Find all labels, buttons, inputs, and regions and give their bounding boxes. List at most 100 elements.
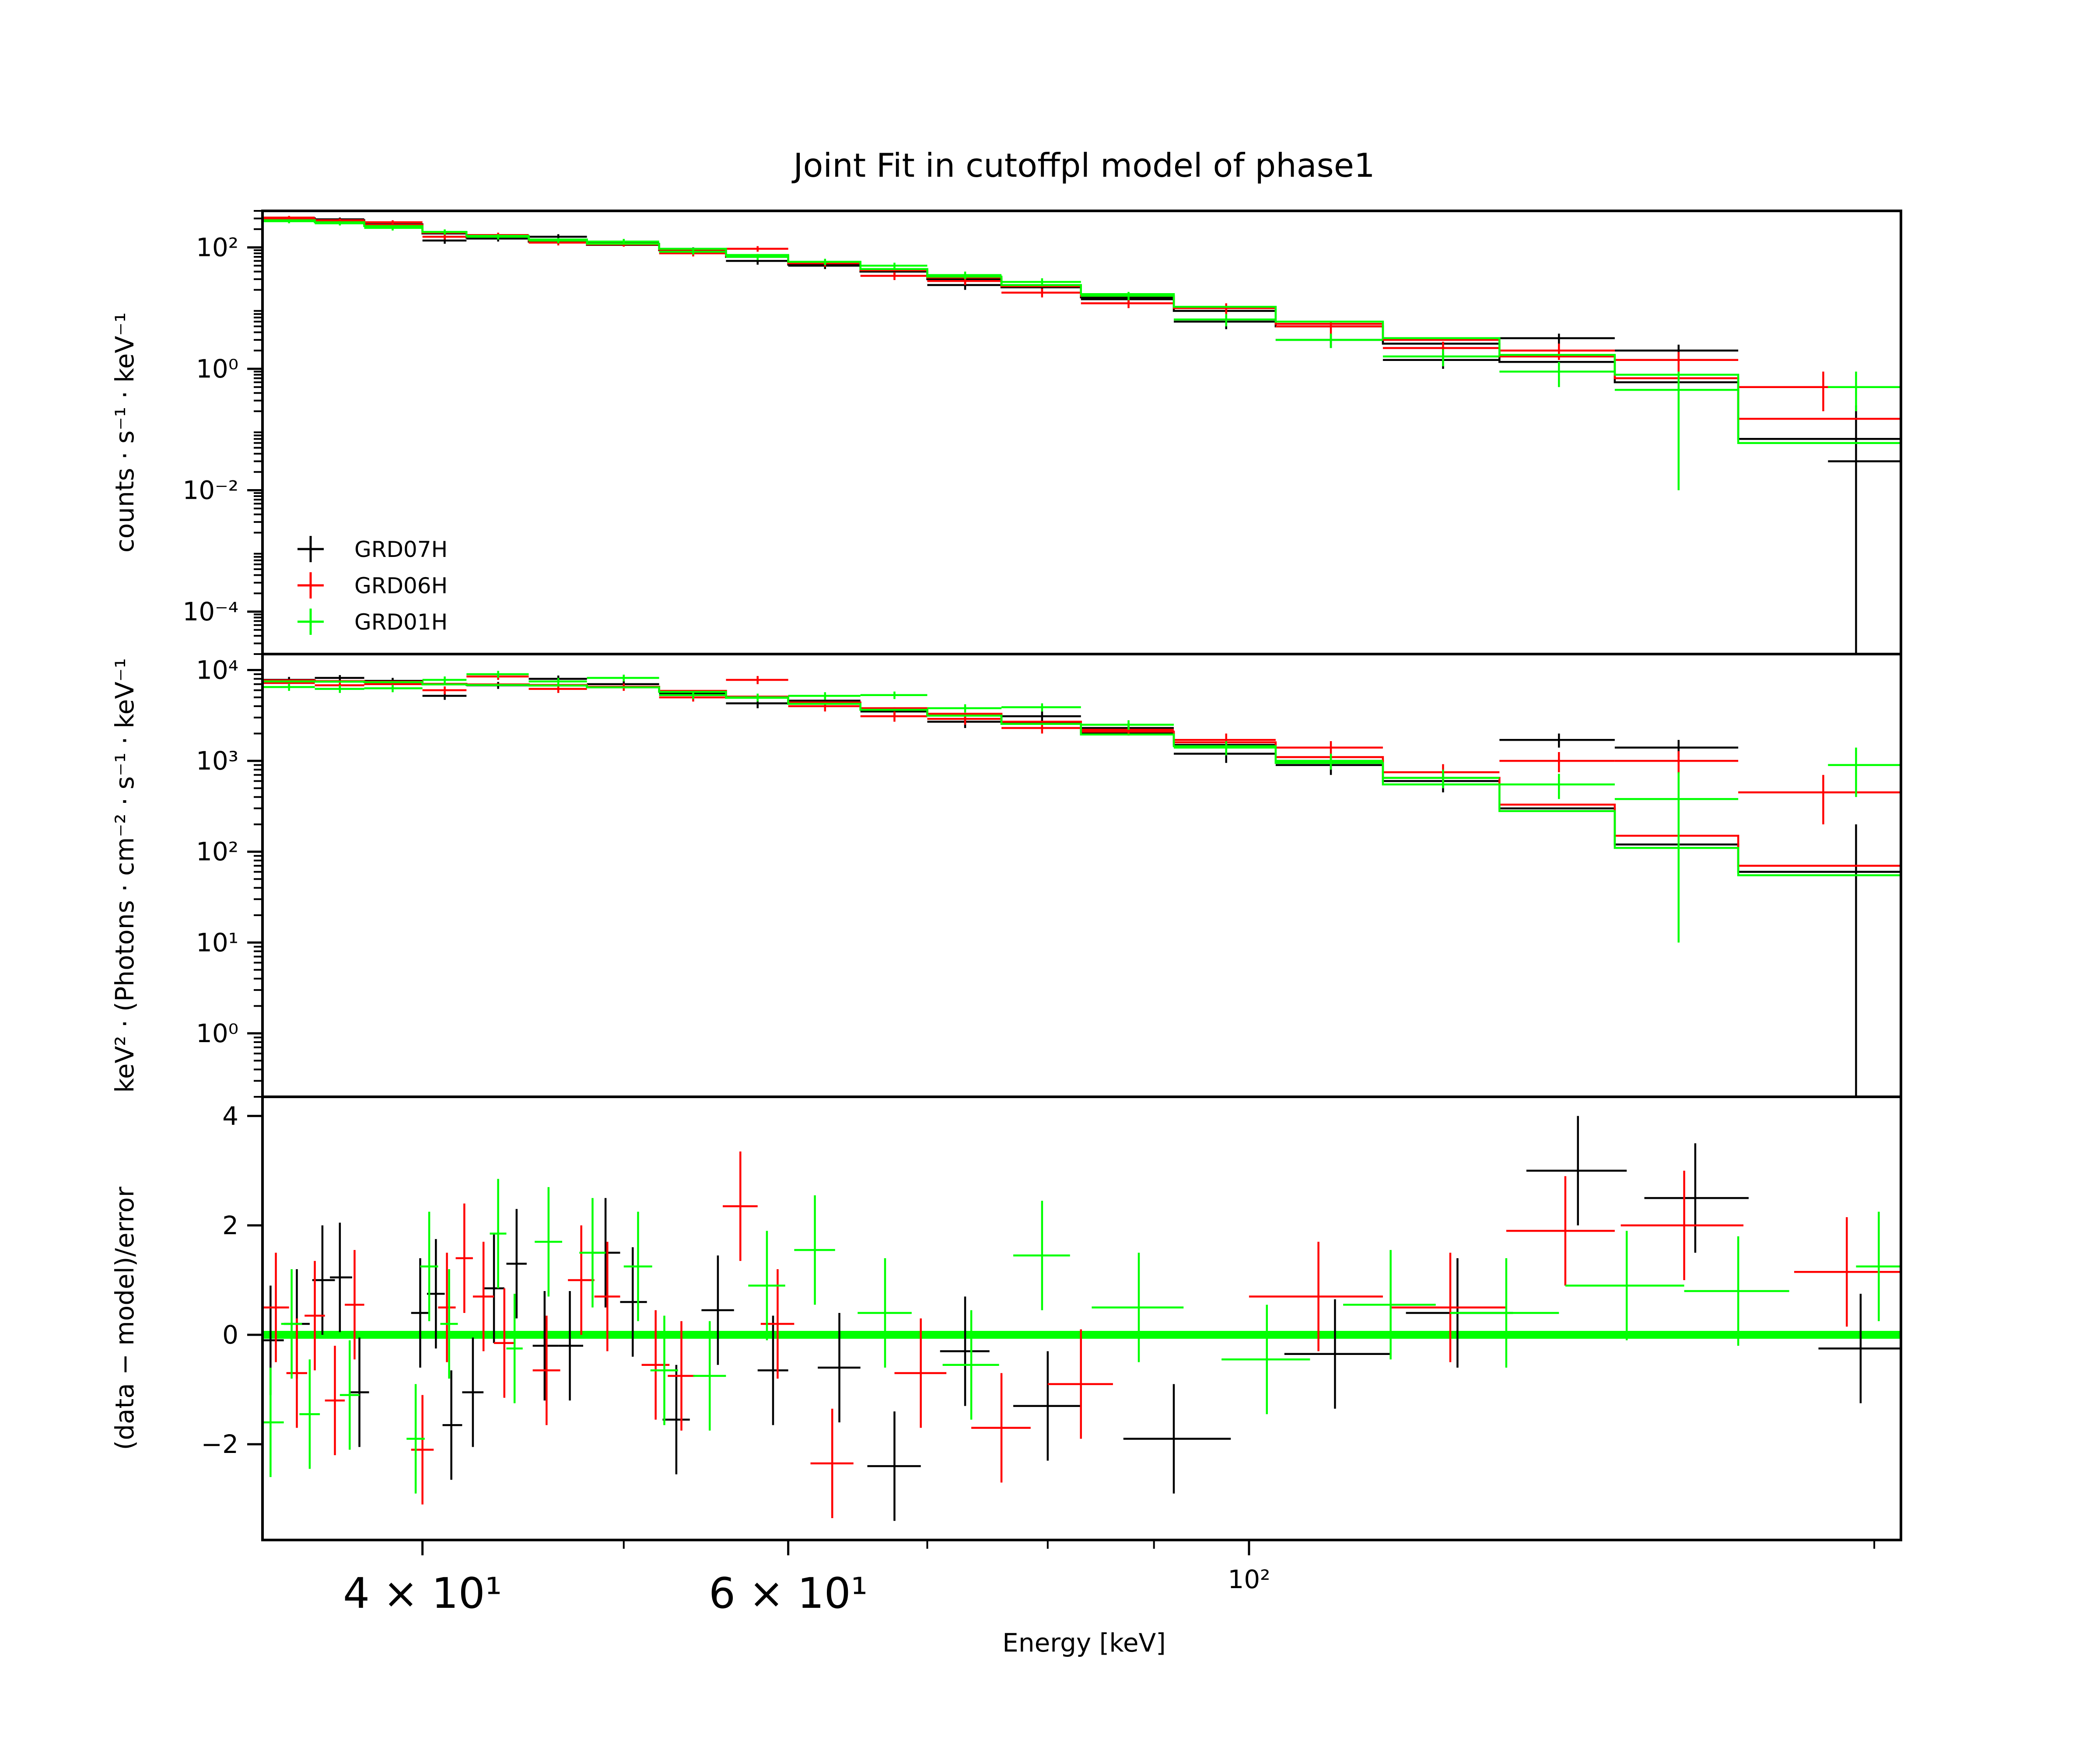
data-point xyxy=(1499,733,1615,748)
data-point xyxy=(1382,770,1500,788)
data-point xyxy=(1856,1211,1901,1321)
data-point xyxy=(1173,303,1276,314)
data-point xyxy=(350,1337,369,1447)
data-point xyxy=(748,1231,785,1340)
data-point xyxy=(1173,746,1276,763)
data-point xyxy=(1818,1294,1901,1404)
data-point xyxy=(757,1316,788,1425)
data-point xyxy=(281,1269,302,1379)
data-point xyxy=(422,229,467,235)
panel-frame xyxy=(261,210,1902,655)
data-point xyxy=(1013,1200,1070,1310)
data-point xyxy=(455,1203,473,1313)
data-point xyxy=(788,259,861,266)
data-point xyxy=(364,225,423,231)
data-point xyxy=(726,693,788,702)
data-point xyxy=(860,262,928,270)
data-point xyxy=(1222,1305,1310,1414)
series-grd01h xyxy=(262,219,1901,490)
panels-layer: 10² 10⁰ 10⁻² 10⁻⁴ counts · s⁻¹ · keV⁻¹ 10⁴ 10³… xyxy=(110,210,1902,1541)
data-point xyxy=(340,1340,360,1450)
data-point xyxy=(942,1310,999,1420)
series-grd01h xyxy=(262,671,1901,943)
panel-frame xyxy=(261,653,1902,1098)
data-point xyxy=(726,254,788,260)
data-point xyxy=(723,1152,758,1261)
data-point xyxy=(860,711,928,722)
data-point xyxy=(528,678,587,686)
data-point xyxy=(262,1285,284,1395)
data-point xyxy=(1565,1231,1684,1340)
data-point xyxy=(650,1316,678,1425)
data-point xyxy=(1001,278,1081,287)
data-point xyxy=(659,249,726,255)
data-point xyxy=(1828,405,1901,654)
data-point xyxy=(1620,1170,1744,1280)
y-tick-label: 10⁰ xyxy=(196,1018,238,1048)
model-step-line xyxy=(262,679,1901,867)
data-point xyxy=(1275,741,1383,756)
y-tick-label: 10³ xyxy=(196,746,238,776)
plot-area xyxy=(262,671,1901,1097)
data-point xyxy=(1081,720,1174,730)
data-point xyxy=(411,1395,434,1505)
data-point xyxy=(462,1337,484,1447)
series-grd06h xyxy=(262,216,1901,420)
data-point xyxy=(1092,1253,1184,1362)
data-point xyxy=(1828,824,1901,1097)
y-axis-label: (data − model)/error xyxy=(110,1186,140,1450)
legend-label: GRD06H xyxy=(354,573,448,598)
data-point xyxy=(1526,1116,1627,1225)
x-tick-label: 6 × 10¹ xyxy=(709,1569,868,1618)
y-tick-label: 10⁻⁴ xyxy=(182,597,238,626)
y-tick-label: 0 xyxy=(222,1320,238,1350)
data-point xyxy=(1047,1329,1113,1439)
data-point xyxy=(315,675,364,681)
data-point xyxy=(558,1291,583,1401)
y-axis-unfolded: 10⁴ 10³ 10² 10¹ 10⁰ xyxy=(196,655,262,1098)
data-point xyxy=(927,271,1002,280)
data-point xyxy=(587,239,659,245)
x-tick-label: 10² xyxy=(1228,1564,1270,1594)
data-point xyxy=(440,1269,458,1379)
data-point xyxy=(860,691,928,699)
data-point xyxy=(466,234,529,240)
data-point xyxy=(325,1346,345,1456)
data-point xyxy=(299,1359,320,1469)
data-point xyxy=(1794,1217,1901,1327)
data-point xyxy=(894,1318,947,1428)
data-point xyxy=(1284,1299,1391,1409)
data-point xyxy=(286,1318,308,1428)
data-point xyxy=(693,1321,726,1431)
data-point xyxy=(1275,757,1383,775)
data-point xyxy=(1614,371,1739,490)
data-point xyxy=(1499,752,1615,773)
x-tick-label: 4 × 10¹ xyxy=(343,1569,502,1618)
plot-area xyxy=(262,1116,1901,1521)
data-point xyxy=(1382,764,1500,783)
data-point xyxy=(594,1242,620,1351)
series-grd06h xyxy=(262,1152,1901,1518)
data-point xyxy=(1275,321,1383,334)
legend-entry-grd07h: GRD07H xyxy=(298,536,448,562)
data-point xyxy=(1275,753,1383,770)
data-point xyxy=(1644,1143,1749,1253)
data-point xyxy=(532,1291,559,1401)
data-point xyxy=(1614,751,1739,774)
data-point xyxy=(579,1198,606,1308)
data-point xyxy=(1499,362,1615,387)
data-point xyxy=(422,234,467,240)
data-point xyxy=(1828,371,1901,412)
data-point xyxy=(535,1187,562,1297)
data-point xyxy=(438,1253,456,1362)
data-point xyxy=(1275,333,1383,348)
y-tick-label: 10⁰ xyxy=(196,354,238,384)
y-tick-label: −2 xyxy=(201,1429,239,1459)
data-point xyxy=(411,1258,430,1368)
data-point xyxy=(1382,349,1500,367)
data-point xyxy=(1828,747,1901,797)
data-point xyxy=(587,675,659,682)
data-point xyxy=(262,683,315,691)
model-step-line xyxy=(262,680,1901,876)
data-point xyxy=(1506,1176,1615,1286)
